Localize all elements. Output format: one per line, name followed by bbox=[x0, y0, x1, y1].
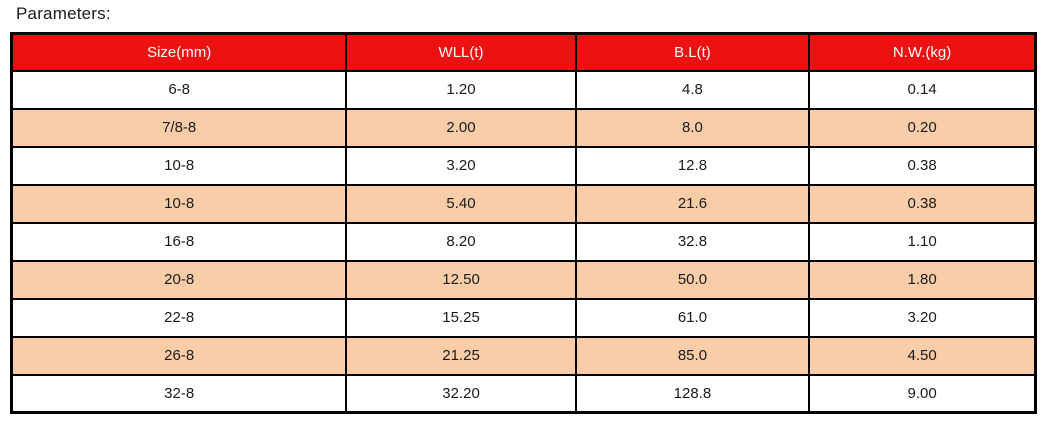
table-cell-nw: 1.80 bbox=[808, 259, 1037, 300]
table-cell-nw: 0.38 bbox=[808, 183, 1037, 224]
table-cell-bl: 128.8 bbox=[574, 373, 811, 414]
table-cell-size: 10-8 bbox=[10, 183, 348, 224]
column-header-wll: WLL(t) bbox=[345, 32, 577, 72]
table-cell-size: 22-8 bbox=[10, 297, 348, 338]
table-row: 10-8 5.40 21.6 0.38 bbox=[10, 183, 1037, 224]
table-cell-wll: 3.20 bbox=[345, 145, 577, 186]
parameters-table: Size(mm) WLL(t) B.L(t) N.W.(kg) 6-8 1.20… bbox=[10, 32, 1037, 414]
table-cell-wll: 8.20 bbox=[345, 221, 577, 262]
table-cell-bl: 8.0 bbox=[574, 107, 811, 148]
table-header-row: Size(mm) WLL(t) B.L(t) N.W.(kg) bbox=[10, 32, 1037, 72]
table-cell-wll: 21.25 bbox=[345, 335, 577, 376]
table-cell-wll: 1.20 bbox=[345, 69, 577, 110]
table-cell-size: 16-8 bbox=[10, 221, 348, 262]
table-row: 32-8 32.20 128.8 9.00 bbox=[10, 373, 1037, 414]
table-row: 20-8 12.50 50.0 1.80 bbox=[10, 259, 1037, 300]
table-cell-size: 10-8 bbox=[10, 145, 348, 186]
table-cell-nw: 0.20 bbox=[808, 107, 1037, 148]
page-title: Parameters: bbox=[16, 4, 111, 23]
table-cell-size: 7/8-8 bbox=[10, 107, 348, 148]
table-cell-nw: 0.38 bbox=[808, 145, 1037, 186]
table-cell-bl: 12.8 bbox=[574, 145, 811, 186]
table-cell-size: 32-8 bbox=[10, 373, 348, 414]
table-cell-nw: 3.20 bbox=[808, 297, 1037, 338]
table-cell-nw: 9.00 bbox=[808, 373, 1037, 414]
column-header-bl: B.L(t) bbox=[574, 32, 811, 72]
table-cell-bl: 21.6 bbox=[574, 183, 811, 224]
table-cell-size: 26-8 bbox=[10, 335, 348, 376]
table-cell-wll: 32.20 bbox=[345, 373, 577, 414]
table-row: 7/8-8 2.00 8.0 0.20 bbox=[10, 107, 1037, 148]
table-cell-bl: 32.8 bbox=[574, 221, 811, 262]
table-cell-size: 20-8 bbox=[10, 259, 348, 300]
table-cell-nw: 0.14 bbox=[808, 69, 1037, 110]
table-row: 22-8 15.25 61.0 3.20 bbox=[10, 297, 1037, 338]
column-header-nw: N.W.(kg) bbox=[808, 32, 1037, 72]
table-row: 6-8 1.20 4.8 0.14 bbox=[10, 69, 1037, 110]
table-cell-nw: 1.10 bbox=[808, 221, 1037, 262]
table-row: 10-8 3.20 12.8 0.38 bbox=[10, 145, 1037, 186]
table-cell-wll: 2.00 bbox=[345, 107, 577, 148]
table-cell-size: 6-8 bbox=[10, 69, 348, 110]
table-cell-wll: 12.50 bbox=[345, 259, 577, 300]
table-cell-bl: 85.0 bbox=[574, 335, 811, 376]
table-row: 16-8 8.20 32.8 1.10 bbox=[10, 221, 1037, 262]
table-cell-bl: 4.8 bbox=[574, 69, 811, 110]
table-cell-wll: 15.25 bbox=[345, 297, 577, 338]
table-cell-nw: 4.50 bbox=[808, 335, 1037, 376]
table-cell-bl: 61.0 bbox=[574, 297, 811, 338]
table-cell-wll: 5.40 bbox=[345, 183, 577, 224]
table-row: 26-8 21.25 85.0 4.50 bbox=[10, 335, 1037, 376]
column-header-size: Size(mm) bbox=[10, 32, 348, 72]
table-cell-bl: 50.0 bbox=[574, 259, 811, 300]
